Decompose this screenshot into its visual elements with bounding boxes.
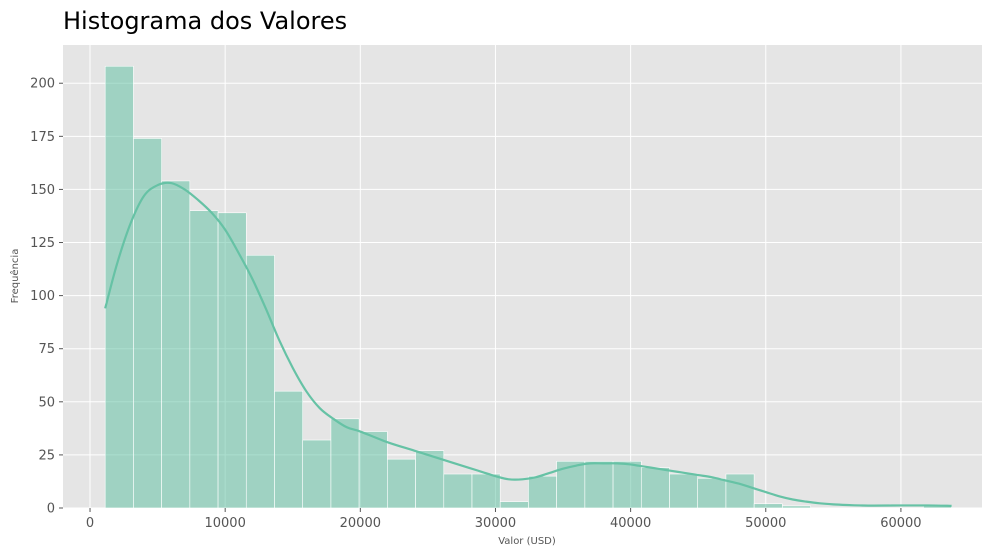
- y-axis-label: Frequência: [9, 249, 21, 304]
- y-axis-ticks: 0 25 50 75 100 125 150 175 200: [30, 77, 63, 517]
- histogram-bar: [640, 467, 670, 509]
- x-tick-label: 20000: [340, 516, 381, 531]
- histogram-bar: [499, 501, 529, 509]
- y-tick-label: 25: [38, 448, 55, 463]
- histogram-bar: [189, 210, 219, 509]
- y-tick-label: 200: [30, 77, 55, 92]
- histogram-bar: [528, 475, 557, 509]
- x-tick-label: 30000: [475, 516, 516, 531]
- histogram-bar: [133, 138, 162, 509]
- histogram-bar: [782, 505, 811, 509]
- histogram-bar: [217, 212, 247, 509]
- y-tick-label: 175: [30, 130, 55, 145]
- x-axis-ticks: 0 10000 20000 30000 40000 50000 60000: [86, 508, 922, 531]
- y-tick-label: 125: [30, 236, 55, 251]
- y-tick-label: 75: [38, 342, 55, 357]
- histogram-bar: [669, 473, 699, 509]
- x-tick-label: 0: [86, 516, 94, 531]
- histogram-bar: [330, 418, 360, 509]
- histogram-bar: [358, 431, 388, 509]
- y-tick-label: 100: [30, 289, 55, 304]
- y-tick-label: 150: [30, 183, 55, 198]
- histogram-bar: [584, 460, 614, 509]
- histogram-bar: [387, 458, 416, 509]
- histogram-bar: [753, 503, 783, 509]
- y-tick-label: 0: [47, 502, 55, 517]
- x-tick-label: 10000: [204, 516, 245, 531]
- histogram-bar: [245, 254, 275, 509]
- kde-curve: [104, 181, 952, 507]
- histogram-bar: [161, 180, 191, 509]
- histogram-bar: [443, 473, 473, 509]
- x-tick-label: 50000: [745, 516, 786, 531]
- x-tick-label: 40000: [610, 516, 651, 531]
- histogram-bar: [697, 477, 727, 509]
- histogram-bars: [104, 65, 952, 509]
- histogram-bar: [471, 473, 501, 509]
- y-tick-label: 50: [38, 395, 55, 410]
- x-axis-label: Valor (USD): [498, 536, 556, 547]
- histogram-bar: [274, 390, 303, 509]
- histogram-bar: [302, 439, 332, 509]
- chart-title: Histograma dos Valores: [63, 7, 347, 35]
- histogram-bar: [612, 460, 642, 509]
- x-tick-label: 60000: [880, 516, 921, 531]
- histogram-bar: [104, 65, 134, 509]
- histogram-bar: [725, 473, 755, 509]
